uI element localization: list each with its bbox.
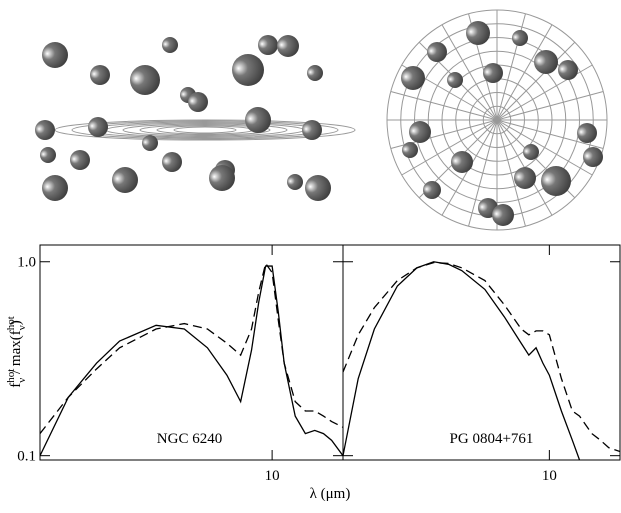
sphere: [162, 37, 178, 53]
sphere: [40, 147, 56, 163]
wire: [139, 124, 271, 136]
sphere: [409, 121, 431, 143]
wire: [496, 119, 604, 149]
sphere: [287, 174, 303, 190]
sphere: [142, 135, 158, 151]
sphere: [188, 92, 208, 112]
data-line: [40, 265, 343, 457]
wire: [71, 120, 339, 140]
sphere: [232, 54, 264, 86]
sphere: [90, 65, 110, 85]
sphere: [162, 152, 182, 172]
data-line: [40, 261, 343, 434]
sphere: [577, 123, 597, 143]
wire: [496, 13, 526, 121]
annotation: NGC 6240: [157, 431, 222, 447]
wire: [496, 41, 576, 121]
sphere: [447, 72, 463, 88]
sphere: [305, 175, 331, 201]
sphere: [427, 42, 447, 62]
sphere: [42, 42, 68, 68]
sphere: [558, 60, 578, 80]
y-tick-label: 0.1: [17, 449, 36, 465]
annotation: PG 0804+761: [450, 431, 534, 447]
wire: [496, 119, 593, 176]
y-axis-label-part: f: [8, 383, 24, 388]
sphere: [277, 35, 299, 57]
sphere: [302, 120, 322, 140]
wire: [401, 119, 498, 176]
plot-frame: [342, 244, 621, 461]
data-line: [343, 261, 620, 453]
sphere: [402, 142, 418, 158]
y-axis-label-part: hot: [5, 369, 17, 383]
sphere: [541, 166, 571, 196]
sphere: [534, 50, 558, 74]
sphere: [258, 35, 278, 55]
wire: [390, 91, 498, 121]
wire: [496, 91, 604, 121]
y-axis-label: fhotν / max(fhotν): [5, 316, 28, 388]
wire: [496, 24, 553, 121]
sphere: [130, 65, 160, 95]
y-tick-label: 1.0: [17, 255, 36, 271]
sphere: [112, 167, 138, 193]
x-tick-label: 10: [265, 468, 280, 484]
x-axis-label: λ (μm): [310, 486, 351, 502]
wire: [122, 123, 288, 137]
sphere: [401, 66, 425, 90]
y-axis-label-part: hot: [5, 316, 17, 330]
y-axis-label-part: ): [8, 320, 24, 325]
y-axis-label-part: ν: [16, 325, 28, 330]
sphere: [307, 65, 323, 81]
wire: [468, 119, 498, 227]
sphere: [423, 181, 441, 199]
wire: [441, 24, 498, 121]
sphere: [583, 147, 603, 167]
x-tick-label: 10: [542, 468, 557, 484]
sphere: [42, 175, 68, 201]
sphere: [483, 63, 503, 83]
sphere: [245, 107, 271, 133]
plot-frame: [39, 244, 344, 461]
sphere: [35, 120, 55, 140]
sphere: [466, 21, 490, 45]
sphere: [492, 204, 514, 226]
data-line: [343, 261, 581, 460]
y-axis-label-part: ν: [16, 378, 28, 383]
wire: [496, 119, 526, 227]
sphere: [209, 165, 235, 191]
wire: [173, 126, 237, 134]
sphere: [514, 167, 536, 189]
sphere: [70, 150, 90, 170]
sphere: [451, 151, 473, 173]
sphere: [88, 117, 108, 137]
sphere: [512, 30, 528, 46]
y-axis-label-part: / max(f: [8, 330, 24, 377]
illustrations: [35, 9, 608, 231]
sphere: [523, 144, 539, 160]
